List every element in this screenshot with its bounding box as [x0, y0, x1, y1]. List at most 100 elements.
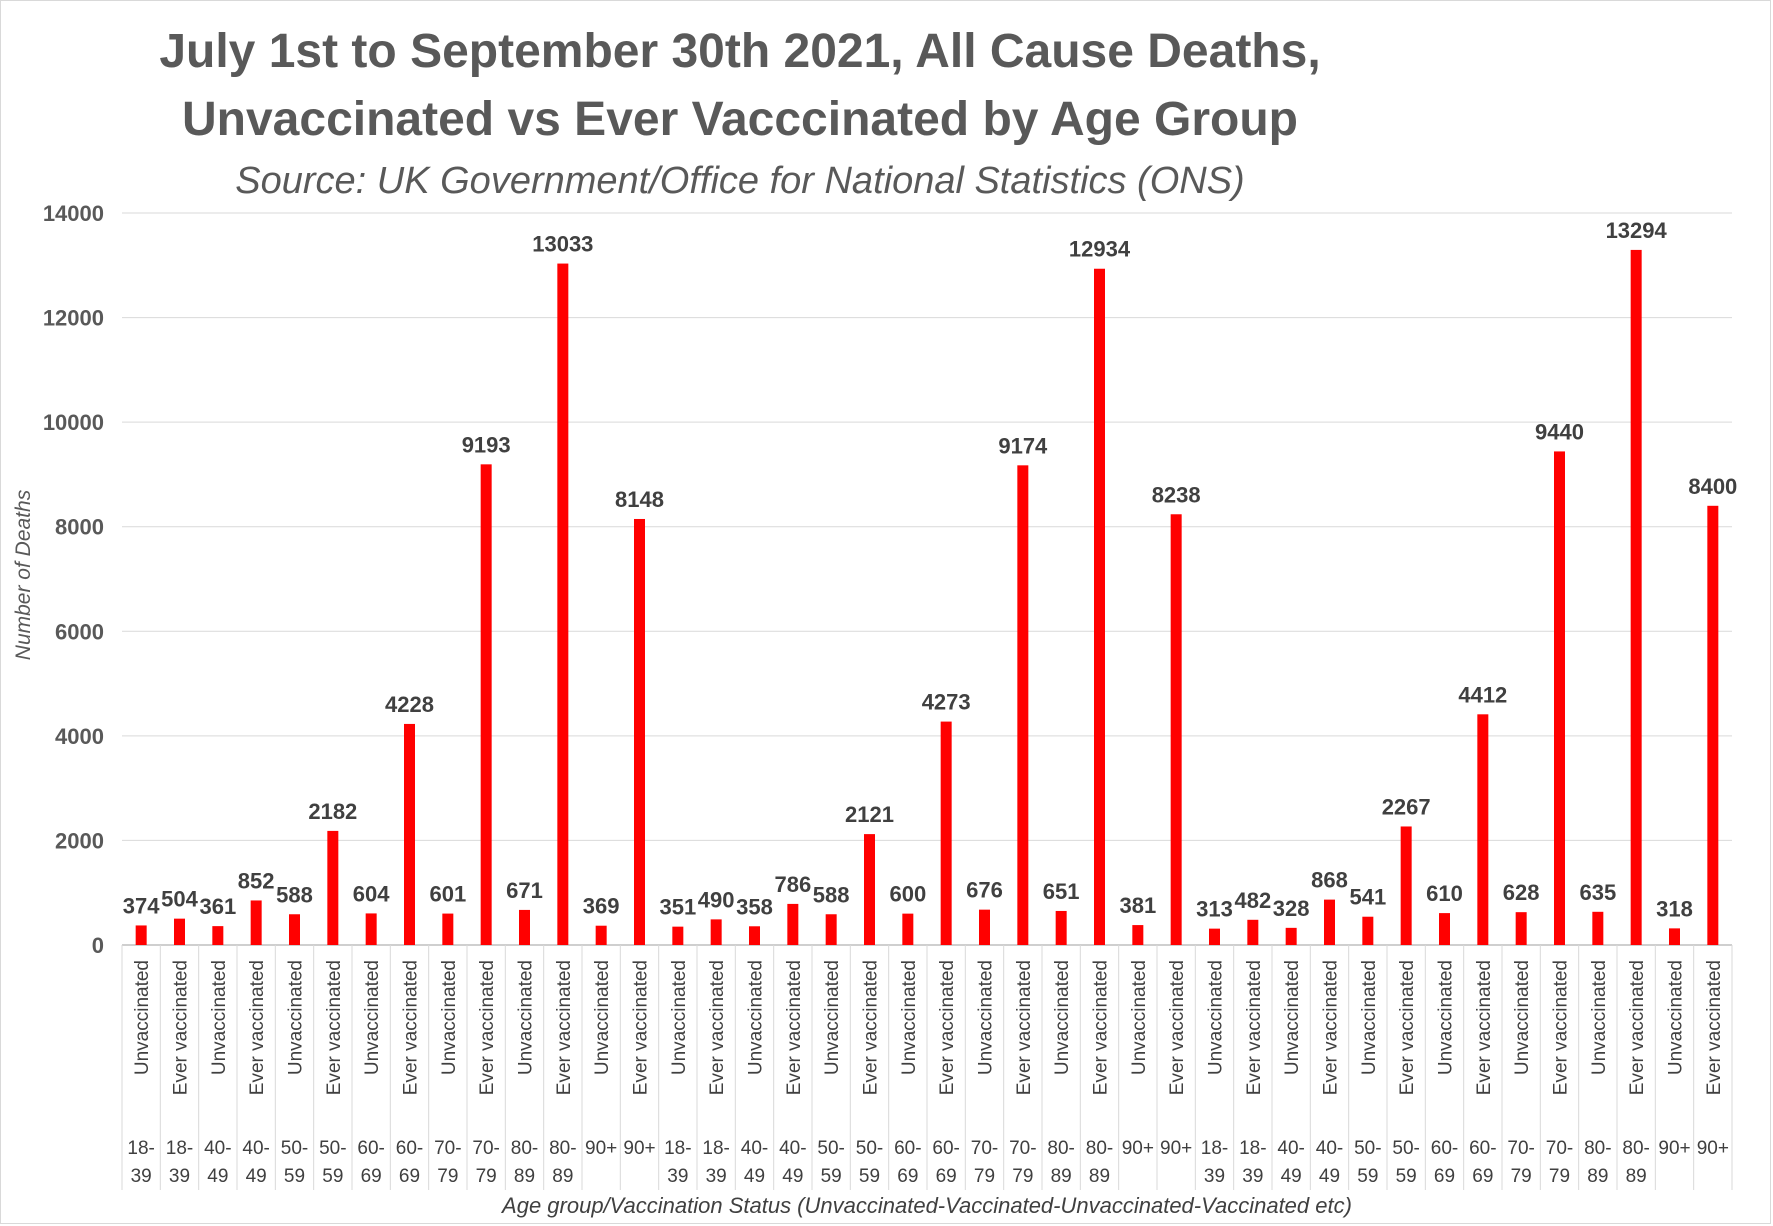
bar: [174, 918, 185, 945]
y-tick-label: 4000: [55, 724, 104, 749]
chart-title-line-1: July 1st to September 30th 2021, All Cau…: [159, 25, 1321, 78]
x-tick-label-status: Unvaccinated: [822, 960, 843, 1075]
x-tick-label-age: 70-: [1507, 1138, 1534, 1159]
x-tick-label-age: 49: [1319, 1166, 1340, 1187]
x-tick-label-status: Ever vaccinated: [1244, 960, 1265, 1095]
bar-value-label: 676: [966, 878, 1003, 903]
x-tick-label-status: Ever vaccinated: [631, 960, 652, 1095]
x-tick-label-status: Unvaccinated: [209, 960, 230, 1075]
x-tick-label-status: Unvaccinated: [1512, 960, 1533, 1075]
bar: [749, 926, 760, 945]
x-tick-label-age: 59: [859, 1166, 880, 1187]
x-tick-label-status: Unvaccinated: [362, 960, 383, 1075]
x-tick-label-age: 90+: [1122, 1138, 1154, 1159]
x-tick-label-status: Ever vaccinated: [324, 960, 345, 1095]
bar: [1477, 714, 1489, 945]
bar: [1247, 919, 1259, 945]
x-tick-label-status: Unvaccinated: [1589, 960, 1610, 1075]
x-tick-label-age: 79: [1511, 1166, 1532, 1187]
bar: [557, 263, 569, 945]
bar: [519, 909, 530, 945]
x-tick-label-status: Ever vaccinated: [554, 960, 575, 1095]
x-tick-label-age: 50-: [856, 1138, 883, 1159]
x-tick-label-status: Unvaccinated: [1206, 960, 1227, 1075]
bar: [672, 926, 684, 945]
x-tick-label-age: 59: [821, 1166, 842, 1187]
x-tick-label-age: 89: [1626, 1166, 1647, 1187]
bar: [595, 925, 607, 945]
x-tick-label-age: 18-: [702, 1138, 729, 1159]
x-tick-label-status: Ever vaccinated: [861, 960, 882, 1095]
x-tick-label-status: Unvaccinated: [1129, 960, 1150, 1075]
bar: [1094, 268, 1105, 945]
bar-value-label: 4228: [385, 692, 434, 717]
bar-value-label: 635: [1579, 880, 1616, 905]
x-tick-label-age: 69: [399, 1166, 420, 1187]
bar-value-label: 13033: [532, 232, 593, 257]
x-tick-label-age: 80-: [1086, 1138, 1113, 1159]
x-tick-label-age: 49: [744, 1166, 765, 1187]
x-tick-label-age: 69: [1434, 1166, 1455, 1187]
x-tick-label-status: Unvaccinated: [516, 960, 537, 1075]
bar: [1707, 505, 1719, 945]
bar-value-label: 2182: [308, 799, 357, 824]
bar: [404, 723, 415, 945]
x-tick-label-age: 80-: [1047, 1138, 1074, 1159]
x-tick-label-age: 60-: [1469, 1138, 1496, 1159]
bar: [365, 913, 377, 945]
x-tick-label-status: Ever vaccinated: [1627, 960, 1648, 1095]
x-tick-label-status: Ever vaccinated: [1167, 960, 1188, 1095]
bar: [1439, 913, 1450, 945]
x-tick-label-age: 89: [1089, 1166, 1110, 1187]
bar-value-label: 381: [1119, 893, 1156, 918]
bar: [1017, 465, 1029, 945]
x-tick-label-status: Ever vaccinated: [401, 960, 422, 1095]
x-tick-label-age: 70-: [434, 1138, 461, 1159]
bar-value-label: 328: [1273, 896, 1310, 921]
x-tick-label-age: 90+: [585, 1138, 617, 1159]
x-tick-label-age: 79: [1549, 1166, 1570, 1187]
x-tick-label-age: 79: [437, 1166, 458, 1187]
y-tick-label: 0: [92, 933, 104, 958]
x-tick-label-status: Ever vaccinated: [247, 960, 268, 1095]
x-tick-label-status: Ever vaccinated: [1704, 960, 1725, 1095]
x-tick-label-age: 50-: [1392, 1138, 1419, 1159]
bar-value-label: 588: [813, 882, 850, 907]
x-tick-label-age: 60-: [396, 1138, 423, 1159]
bar-value-label: 490: [698, 887, 735, 912]
x-tick-label-age: 60-: [894, 1138, 921, 1159]
bar: [1209, 928, 1220, 945]
x-tick-label-age: 49: [246, 1166, 267, 1187]
bar: [289, 914, 300, 945]
bar: [634, 518, 645, 945]
x-tick-label-age: 49: [207, 1166, 228, 1187]
x-tick-label-status: Unvaccinated: [592, 960, 613, 1075]
bar-value-label: 358: [736, 894, 773, 919]
x-tick-label-age: 59: [1396, 1166, 1417, 1187]
bar-value-label: 13294: [1606, 218, 1668, 243]
y-tick-label: 14000: [43, 201, 104, 226]
y-tick-label: 6000: [55, 619, 104, 644]
x-tick-label-age: 80-: [1584, 1138, 1611, 1159]
x-tick-label-age: 80-: [1622, 1138, 1649, 1159]
x-tick-label-age: 79: [1012, 1166, 1033, 1187]
bar: [787, 903, 799, 945]
x-tick-label-age: 69: [1472, 1166, 1493, 1187]
x-tick-label-status: Ever vaccinated: [1091, 960, 1112, 1095]
bar-value-label: 2267: [1382, 794, 1431, 819]
x-tick-label-status: Unvaccinated: [1436, 960, 1457, 1075]
x-tick-label-status: Unvaccinated: [132, 960, 153, 1075]
x-tick-label-age: 18-: [664, 1138, 691, 1159]
chart-subtitle: Source: UK Government/Office for Nationa…: [235, 160, 1245, 202]
x-tick-label-age: 49: [782, 1166, 803, 1187]
bar: [327, 830, 339, 945]
x-tick-label-age: 39: [706, 1166, 727, 1187]
x-tick-label-age: 39: [1204, 1166, 1225, 1187]
x-tick-label-age: 80-: [511, 1138, 538, 1159]
x-tick-label-age: 90+: [1658, 1138, 1690, 1159]
x-tick-label-status: Unvaccinated: [286, 960, 307, 1075]
x-tick-label-age: 40-: [779, 1138, 806, 1159]
x-tick-label-age: 69: [897, 1166, 918, 1187]
